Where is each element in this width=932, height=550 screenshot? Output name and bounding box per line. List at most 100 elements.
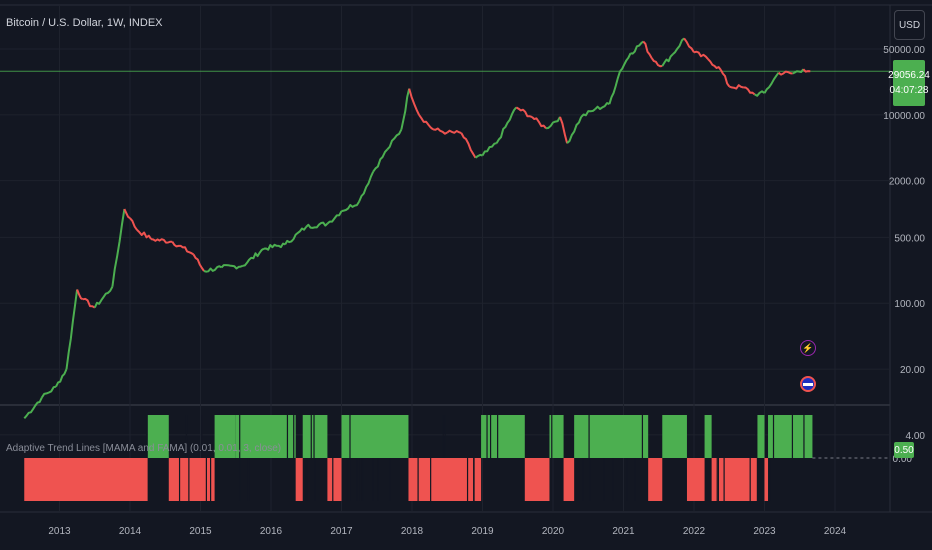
trend-gap xyxy=(313,415,315,458)
price-segment xyxy=(683,37,695,53)
trend-gap xyxy=(755,415,757,458)
trend-gap xyxy=(716,458,718,501)
price-segment xyxy=(707,58,722,71)
price-segment xyxy=(474,153,483,159)
trend-gap xyxy=(497,415,499,458)
trend-gap xyxy=(389,458,391,501)
price-segment xyxy=(594,102,610,110)
trend-down-bar xyxy=(764,458,769,501)
price-segment xyxy=(192,253,205,272)
trend-down-bar xyxy=(686,458,705,501)
price-tick-label: 50000.00 xyxy=(883,45,925,56)
time-tick-label: 2024 xyxy=(824,526,847,537)
trend-gap xyxy=(306,458,308,501)
price-segment xyxy=(566,116,583,144)
trend-gap xyxy=(717,458,720,501)
trend-gap xyxy=(588,415,590,458)
trend-gap xyxy=(305,458,307,501)
price-tick-label: 500.00 xyxy=(894,233,925,244)
time-tick-label: 2014 xyxy=(119,526,142,537)
symbol-title: Bitcoin / U.S. Dollar, 1W, INDEX xyxy=(6,17,163,29)
trend-gap xyxy=(310,415,312,458)
price-segment xyxy=(650,57,663,68)
trend-gap xyxy=(361,458,363,501)
trend-gap xyxy=(756,458,758,501)
price-segment xyxy=(754,90,766,97)
price-segment xyxy=(642,40,653,59)
trend-gap xyxy=(442,415,444,458)
price-segment xyxy=(82,297,96,309)
us-flag-icon[interactable] xyxy=(800,376,816,392)
trend-gap xyxy=(603,458,605,501)
price-segment xyxy=(432,127,448,135)
price-segment xyxy=(386,128,403,151)
trend-gap xyxy=(641,415,644,458)
trend-up-bar xyxy=(549,415,564,458)
price-tick-label: 10000.00 xyxy=(883,111,925,122)
trend-gap xyxy=(723,458,725,501)
trend-gap xyxy=(239,415,241,458)
trend-gap xyxy=(769,458,771,501)
time-tick-label: 2015 xyxy=(189,526,212,537)
trend-gap xyxy=(146,415,148,458)
trend-gap xyxy=(772,415,775,458)
price-segment xyxy=(531,116,547,129)
trend-up-bar xyxy=(147,415,169,458)
trend-gap xyxy=(486,415,488,458)
price-segment xyxy=(693,50,709,60)
price-segment xyxy=(111,208,126,287)
time-tick-label: 2016 xyxy=(260,526,283,537)
indicator-value-tag: 0.50 xyxy=(894,442,914,458)
time-axis: 2013 2014 2015 2016 2017 2018 2019 2020 2021 2022… xyxy=(48,526,846,537)
price-segment xyxy=(802,68,811,73)
time-tick-label: 2023 xyxy=(753,526,776,537)
trend-gap xyxy=(239,458,241,501)
price-segment xyxy=(630,40,644,55)
price-tick-label: 4.00 xyxy=(906,431,926,442)
price-segment xyxy=(446,129,462,135)
price-tick-label: 2000.00 xyxy=(889,177,926,188)
trend-down-bar xyxy=(327,458,342,501)
trend-down-bar xyxy=(524,458,550,501)
price-tick-label: 20.00 xyxy=(900,365,925,376)
price-segment xyxy=(400,88,411,130)
trend-gap xyxy=(178,458,181,501)
price-segment xyxy=(341,201,360,213)
price-segment xyxy=(408,88,420,116)
price-segment xyxy=(23,396,43,419)
price-series xyxy=(23,37,811,419)
price-segment xyxy=(150,238,173,244)
price-segment xyxy=(242,247,265,267)
price-segment xyxy=(608,70,621,105)
price-segment xyxy=(460,132,477,159)
price-segment xyxy=(65,289,79,370)
trend-up-bar xyxy=(302,415,328,458)
price-axis: 50000.00 10000.00 2000.00 500.00 100.00 20.00… xyxy=(883,45,925,465)
price-segment xyxy=(672,37,685,55)
price-segment xyxy=(76,289,84,301)
price-segment xyxy=(661,53,674,67)
trend-gap xyxy=(634,458,636,501)
trend-gap xyxy=(332,458,334,501)
trend-gap xyxy=(582,458,584,501)
trend-up-bar xyxy=(768,415,813,458)
trend-down-bar xyxy=(563,458,575,501)
trend-gap xyxy=(589,458,591,501)
trend-gap xyxy=(359,458,362,501)
indicator-histogram xyxy=(24,415,890,501)
indicator-title[interactable]: Adaptive Trend Lines [MAMA and FAMA] (0.… xyxy=(6,443,282,454)
trend-up-bar xyxy=(662,415,687,458)
currency-button[interactable]: USD xyxy=(894,10,925,40)
trend-gap xyxy=(286,415,289,458)
trend-gap xyxy=(430,458,432,501)
trend-up-bar xyxy=(704,415,712,458)
price-segment xyxy=(777,70,793,76)
trend-gap xyxy=(473,458,475,501)
price-segment xyxy=(792,68,805,75)
trend-gap xyxy=(466,458,469,501)
indicator-tick-label: 0.00 xyxy=(893,454,913,465)
lightning-icon[interactable]: ⚡ xyxy=(800,340,816,356)
trend-gap xyxy=(685,458,687,501)
trend-gap xyxy=(185,415,188,458)
